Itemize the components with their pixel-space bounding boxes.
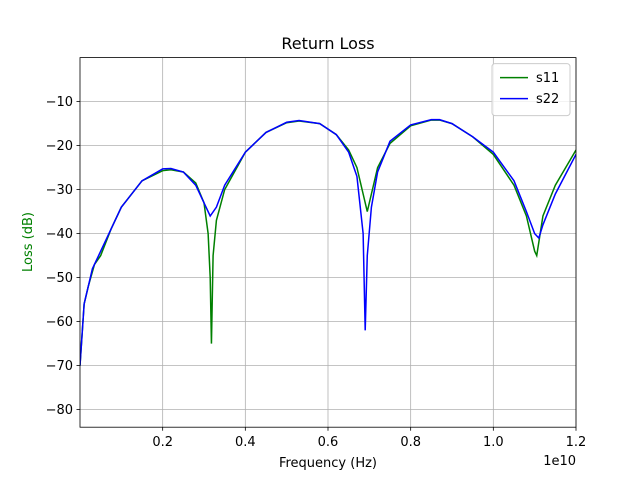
legend-box [491, 63, 571, 117]
x-axis-label: Frequency (Hz) [279, 456, 377, 471]
x-tick-label: 1.0 [483, 435, 504, 450]
chart-title: Return Loss [281, 34, 374, 53]
legend-label: s11 [536, 71, 559, 86]
x-tick-label: 0.6 [318, 435, 339, 450]
y-tick-label: −80 [46, 403, 73, 418]
legend-label: s22 [536, 92, 559, 107]
y-tick-label: −20 [46, 139, 73, 154]
series-line [80, 118, 576, 366]
x-offset-label: 1e10 [543, 454, 576, 469]
y-tick-label: −30 [46, 183, 73, 198]
x-tick-label: 0.4 [235, 435, 256, 450]
y-tick-label: −10 [46, 95, 73, 110]
x-tick-label: 1.2 [566, 435, 587, 450]
x-tick-label: 0.8 [400, 435, 421, 450]
y-tick-label: −70 [46, 359, 73, 374]
y-tick-label: −60 [46, 315, 73, 330]
x-tick-label: 0.2 [152, 435, 173, 450]
y-axis-label: Loss (dB) [21, 212, 36, 272]
y-tick-label: −50 [46, 271, 73, 286]
plot-frame [79, 57, 577, 428]
y-tick-label: −40 [46, 227, 73, 242]
